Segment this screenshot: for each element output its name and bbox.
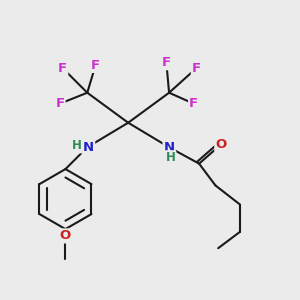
Text: F: F (91, 59, 100, 72)
Text: N: N (83, 141, 94, 154)
Text: O: O (60, 230, 71, 242)
Text: F: F (56, 97, 64, 110)
Text: F: F (58, 62, 67, 75)
Text: H: H (166, 151, 176, 164)
Text: O: O (215, 138, 226, 151)
Text: H: H (72, 140, 82, 152)
Text: F: F (162, 56, 171, 69)
Text: F: F (189, 97, 198, 110)
Text: N: N (164, 141, 175, 154)
Text: F: F (192, 62, 201, 75)
